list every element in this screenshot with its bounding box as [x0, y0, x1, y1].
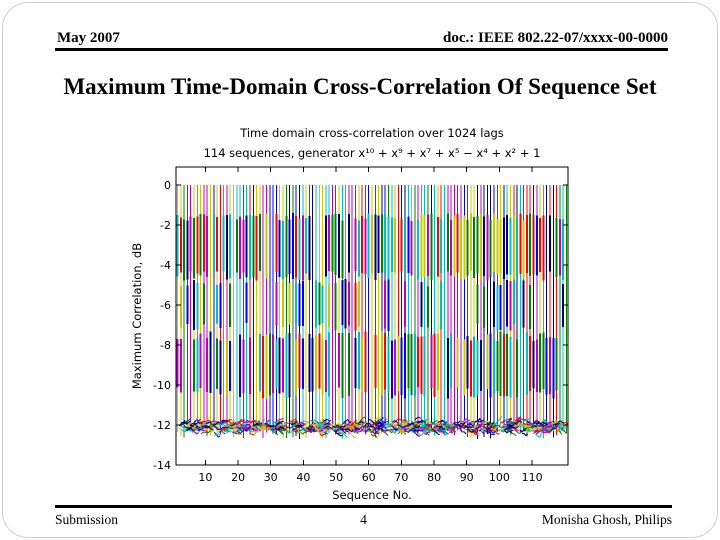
header: May 2007 doc.: IEEE 802.22-07/xxxx-00-00…: [55, 26, 668, 51]
y-tick-label: -4: [160, 259, 171, 272]
chart-title: Time domain cross-correlation over 1024 …: [239, 126, 504, 140]
footer-author: Monisha Ghosh, Philips: [541, 512, 672, 527]
x-tick-label: 10: [198, 471, 212, 484]
y-tick-label: -14: [153, 459, 171, 472]
x-tick-label: 70: [394, 471, 408, 484]
x-tick-label: 50: [329, 471, 343, 484]
chart-subtitle: 114 sequences, generator x¹⁰ + x⁹ + x⁷ +…: [204, 146, 541, 160]
page-title: Maximum Time-Domain Cross-Correlation Of…: [63, 74, 657, 99]
plot-box: [175, 166, 569, 466]
y-tick-label: 0: [164, 179, 171, 192]
axis-ticks: [176, 167, 568, 466]
y-tick-label: -8: [160, 339, 171, 352]
y-tick-label: -12: [153, 419, 171, 432]
x-tick-label: 90: [460, 471, 474, 484]
footer: Submission 4 Monisha Ghosh, Philips: [55, 505, 672, 527]
y-axis-label: Maximum Correlation, dB: [130, 243, 144, 389]
x-tick-label: 20: [231, 471, 245, 484]
y-tick-label: -6: [160, 299, 171, 312]
x-tick-label: 30: [264, 471, 278, 484]
x-tick-label: 40: [296, 471, 310, 484]
y-tick-label: -10: [153, 379, 171, 392]
x-axis-label: Sequence No.: [332, 488, 411, 502]
footer-page-number: 4: [360, 512, 367, 527]
noise-floor-band: [178, 415, 569, 439]
x-tick-label: 100: [489, 471, 510, 484]
x-tick-label: 80: [427, 471, 441, 484]
correlation-traces: [176, 185, 567, 439]
x-tick-label: 60: [362, 471, 376, 484]
header-date: May 2007: [57, 30, 120, 46]
y-tick-label: -2: [160, 219, 171, 232]
header-doc-number: doc.: IEEE 802.22-07/xxxx-00-0000: [443, 30, 668, 46]
footer-submission: Submission: [55, 512, 119, 527]
x-tick-label: 110: [522, 471, 543, 484]
